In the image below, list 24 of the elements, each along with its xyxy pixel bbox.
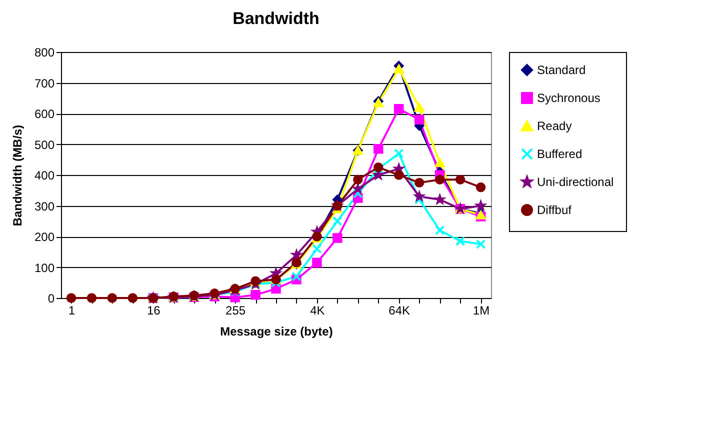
legend-label: Standard (537, 63, 586, 77)
y-tick-label: 800 (34, 46, 55, 60)
x-tick-label: 1 (68, 304, 76, 318)
y-tick-label: 300 (34, 199, 55, 214)
x-tick-label: 4K (310, 304, 325, 318)
x-tick-label: 16 (146, 304, 161, 318)
legend-label: Diffbuf (537, 203, 572, 217)
y-tick-label: 400 (34, 168, 55, 182)
legend-label: Ready (537, 119, 572, 133)
y-tick-label: 700 (34, 76, 55, 90)
y-axis-title: Bandwidth (MB/s) (10, 124, 24, 226)
x-axis-title: Message size (byte) (220, 324, 333, 338)
y-tick-label: 100 (34, 260, 55, 275)
legend-label: Sychronous (537, 91, 600, 105)
chart-title: Bandwidth (232, 9, 320, 28)
x-tick-label: 1M (472, 304, 490, 318)
y-tick-label: 500 (34, 138, 55, 152)
y-tick-label: 600 (34, 107, 55, 121)
x-tick-label: 64K (388, 304, 410, 318)
x-tick-label: 255 (226, 304, 246, 318)
legend-label: Uni-directional (537, 175, 614, 189)
legend-label: Buffered (537, 147, 582, 161)
y-tick-label: 200 (34, 230, 55, 244)
y-tick-label: 0 (48, 292, 55, 306)
